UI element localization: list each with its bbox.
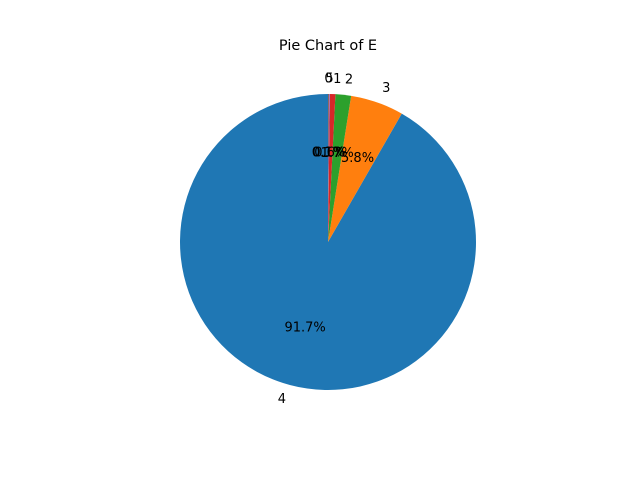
pie-slice-3	[328, 95, 402, 242]
slice-label-5: 5	[325, 72, 333, 87]
slice-label-1: 1	[333, 72, 341, 87]
chart-title: Pie Chart of E	[279, 38, 377, 54]
percent-label-0: 0.1%	[312, 146, 345, 161]
slice-label-0: 0	[324, 72, 332, 87]
pie-slice-2	[328, 94, 352, 243]
percent-label-1: 0.6%	[314, 146, 347, 161]
pie-labels: 491.7%35.8%21.7%10.6%50.1%00.1%	[278, 72, 391, 407]
pie-slice-1	[328, 94, 336, 242]
slice-label-4: 4	[278, 392, 286, 407]
pie-slice-4	[179, 94, 476, 391]
percent-label-4: 91.7%	[284, 320, 325, 335]
pie-slice-0	[328, 94, 329, 242]
percent-label-3: 5.8%	[341, 151, 374, 166]
pie-slice-5	[328, 94, 330, 242]
pie-slices	[179, 94, 476, 391]
percent-label-5: 0.1%	[312, 146, 345, 161]
slice-label-2: 2	[345, 73, 353, 88]
percent-label-2: 1.7%	[321, 146, 354, 161]
slice-label-3: 3	[382, 81, 390, 96]
